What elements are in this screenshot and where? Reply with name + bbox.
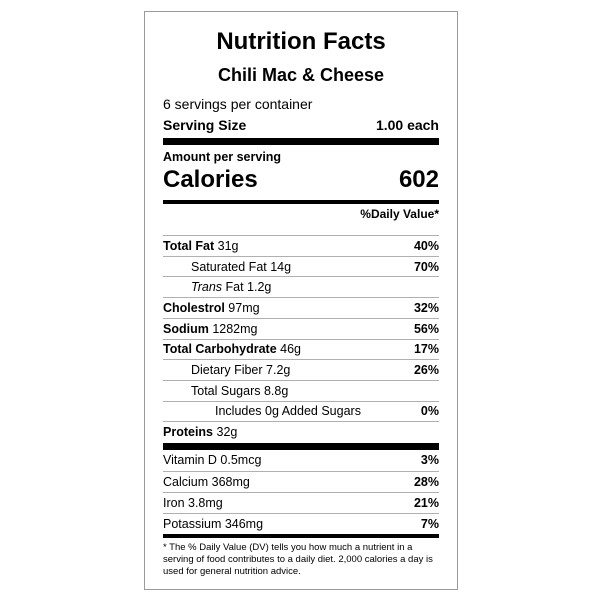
nutrient-row-potassium: Potassium 346mg 7%: [163, 513, 439, 534]
nutrient-name: Saturated Fat 14g: [191, 259, 292, 274]
product-name: Chili Mac & Cheese: [217, 65, 385, 85]
nutrient-row-dietary-fiber: Dietary Fiber 7.2g 26%: [163, 359, 439, 380]
nutrient-name: Calcium 368mg: [163, 474, 250, 489]
nutrient-row-added-sugars: Includes 0g Added Sugars 0%: [163, 400, 439, 422]
nutrient-row-total-sugars: Total Sugars 8.8g: [163, 379, 439, 401]
nutrient-name: Vitamin D 0.5mcg: [163, 453, 262, 468]
nutrient-dv: 56%: [413, 321, 439, 336]
calories-row: Calories 602: [163, 166, 439, 194]
nutrient-row-proteins: Proteins 32g: [163, 421, 439, 442]
nutrient-name: Cholestrol 97mg: [163, 300, 260, 315]
nutrient-dv: 21%: [413, 495, 439, 510]
footnote: * The % Daily Value (DV) tells you how m…: [163, 542, 433, 577]
nutrient-name: Sodium 1282mg: [163, 321, 258, 336]
nutrient-row-cholesterol: Cholestrol 97mg 32%: [163, 297, 439, 318]
nutrient-row-total-carbohydrate: Total Carbohydrate 46g 17%: [163, 338, 439, 360]
nutrient-name: Trans Fat 1.2g: [191, 280, 272, 295]
nutrient-dv: 28%: [413, 474, 439, 489]
nutrient-dv: 40%: [413, 238, 439, 253]
nutrient-name: Iron 3.8mg: [163, 495, 223, 510]
nutrient-dv: 0%: [420, 404, 439, 419]
nutrient-row-saturated-fat: Saturated Fat 14g 70%: [163, 255, 439, 277]
thick-divider-vitamins: [163, 443, 439, 450]
nutrient-name: Total Carbohydrate 46g: [163, 342, 302, 357]
nutrient-row-vitamin-d: Vitamin D 0.5mcg 3%: [163, 450, 439, 471]
thick-divider: [163, 138, 439, 145]
daily-value-header: %Daily Value*: [360, 207, 439, 221]
nutrient-name: Proteins 32g: [163, 425, 238, 440]
nutrient-dv: 26%: [413, 363, 439, 378]
calories-value: 602: [398, 166, 439, 193]
nutrient-name: Dietary Fiber 7.2g: [191, 363, 291, 378]
calories-label: Calories: [163, 166, 258, 193]
medium-divider: [163, 200, 439, 204]
servings-per-container: 6 servings per container: [163, 96, 313, 112]
serving-size-value: 1.00 each: [375, 117, 439, 133]
nutrient-dv: 7%: [420, 516, 439, 531]
nutrient-dv: 32%: [413, 300, 439, 315]
nutrient-row-trans-fat: Trans Fat 1.2g: [163, 276, 439, 297]
nutrition-label-inner: Nutrition Facts Chili Mac & Cheese 6 ser…: [163, 12, 439, 589]
nutrition-label: Nutrition Facts Chili Mac & Cheese 6 ser…: [144, 11, 458, 590]
nutrient-name: Total Sugars 8.8g: [191, 383, 289, 398]
nutrient-row-total-fat: Total Fat 31g 40%: [163, 235, 439, 256]
nutrient-row-calcium: Calcium 368mg 28%: [163, 471, 439, 492]
nutrient-name: Includes 0g Added Sugars: [215, 404, 361, 419]
serving-size-label: Serving Size: [163, 117, 247, 133]
nutrient-name: Potassium 346mg: [163, 516, 264, 531]
nutrient-name: Total Fat 31g: [163, 238, 239, 253]
label-title: Nutrition Facts: [216, 28, 386, 55]
nutrient-row-iron: Iron 3.8mg 21%: [163, 492, 439, 513]
nutrient-dv: 70%: [413, 259, 439, 274]
footnote-divider: [163, 534, 439, 538]
nutrient-dv: 3%: [420, 453, 439, 468]
amount-per-serving: Amount per serving: [163, 150, 282, 164]
serving-size-row: Serving Size 1.00 each: [163, 117, 439, 133]
nutrient-dv: 17%: [413, 342, 439, 357]
nutrient-row-sodium: Sodium 1282mg 56%: [163, 317, 439, 339]
